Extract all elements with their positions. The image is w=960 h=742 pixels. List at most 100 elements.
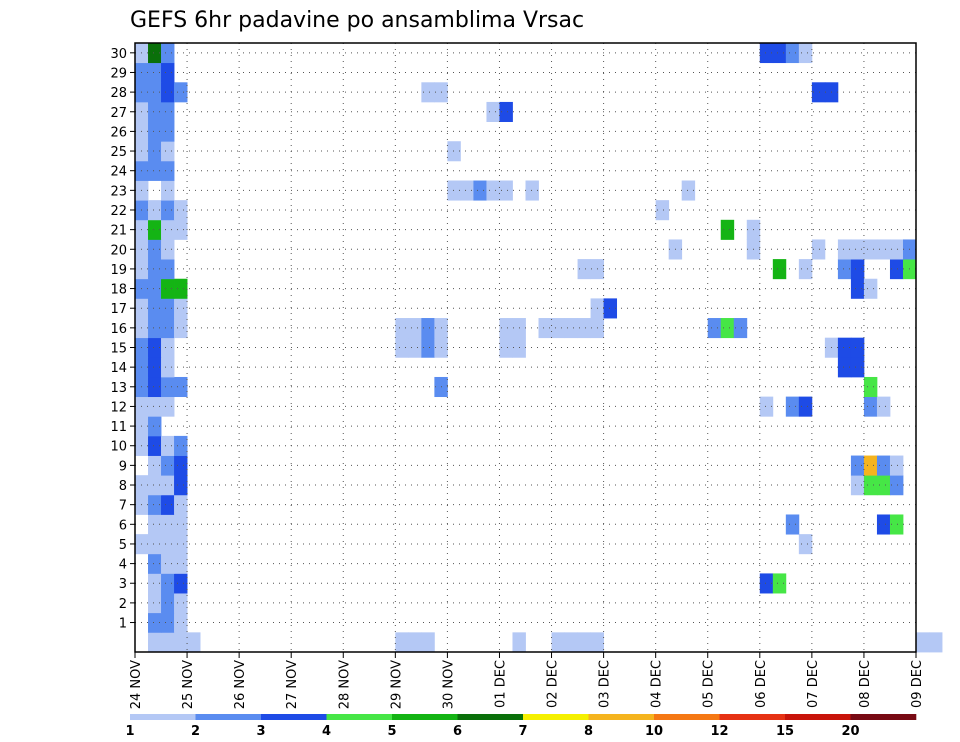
heatmap-cell: [447, 141, 461, 162]
heatmap-cell: [174, 475, 188, 496]
heatmap-cell: [863, 475, 878, 496]
heatmap-cell: [785, 514, 800, 535]
heatmap-cell: [759, 396, 774, 417]
heatmap-cell: [161, 337, 175, 358]
heatmap-cell: [148, 376, 162, 398]
y-tick-label: 27: [110, 106, 127, 121]
colorbar-segment: [130, 714, 196, 720]
colorbar-tick-label: 1: [125, 724, 134, 739]
heatmap-cell: [889, 239, 904, 260]
heatmap-cell: [850, 259, 865, 280]
heatmap-cell: [772, 43, 787, 64]
heatmap-cell: [499, 180, 513, 201]
heatmap-cell: [577, 318, 591, 339]
heatmap-cell: [161, 318, 175, 339]
heatmap-cell: [174, 632, 188, 653]
x-tick-label: 24 NOV: [129, 660, 144, 709]
y-tick-label: 9: [119, 459, 127, 474]
heatmap-cell: [421, 632, 435, 653]
heatmap-cell: [148, 121, 162, 142]
heatmap-cell: [889, 514, 904, 535]
heatmap-cell: [148, 219, 162, 240]
heatmap-cell: [577, 632, 591, 653]
heatmap-cell: [174, 612, 188, 633]
heatmap-cell: [148, 43, 162, 64]
colorbar-segment: [326, 714, 393, 720]
heatmap-cell: [408, 337, 422, 358]
heatmap-cell: [863, 396, 878, 417]
heatmap-cell: [161, 219, 175, 240]
heatmap-cell: [421, 82, 435, 103]
heatmap-cell: [720, 318, 735, 339]
heatmap-cell: [161, 298, 175, 319]
heatmap-cell: [798, 259, 813, 280]
heatmap-cell: [863, 278, 878, 299]
heatmap-cell: [395, 337, 409, 358]
colorbar-segment: [457, 714, 524, 720]
heatmap-cell: [161, 534, 175, 555]
heatmap-cell: [681, 180, 696, 201]
colorbar-tick-label: 6: [453, 724, 462, 739]
heatmap-cell: [174, 376, 188, 398]
y-tick-label: 22: [110, 204, 127, 219]
y-tick-label: 19: [110, 263, 127, 278]
heatmap-cell: [148, 593, 162, 614]
heatmap-cell: [161, 43, 175, 64]
heatmap-cell: [148, 101, 162, 122]
heatmap-cell: [655, 200, 670, 221]
heatmap-cell: [148, 62, 162, 83]
colorbar-tick-label: 4: [322, 724, 331, 739]
heatmap-cell: [577, 259, 591, 280]
heatmap-cell: [174, 553, 188, 574]
heatmap-cell: [174, 219, 188, 240]
heatmap-cell: [161, 553, 175, 574]
heatmap-cell: [161, 160, 175, 181]
heatmap-cell: [759, 573, 774, 594]
heatmap-cell: [499, 318, 513, 339]
heatmap-cells: [135, 43, 943, 653]
heatmap-cell: [876, 396, 891, 417]
heatmap-cell: [889, 259, 904, 280]
y-tick-label: 10: [110, 440, 127, 455]
colorbar-segment: [850, 714, 917, 720]
heatmap-cell: [148, 357, 162, 378]
colorbar-segment: [719, 714, 786, 720]
heatmap-cell: [174, 514, 188, 535]
colorbar-tick-label: 10: [645, 724, 663, 739]
heatmap-cell: [161, 612, 175, 633]
heatmap-cell: [174, 534, 188, 555]
heatmap-cell: [889, 475, 904, 496]
heatmap-cell: [148, 534, 162, 555]
heatmap-cell: [148, 160, 162, 181]
heatmap-cell: [174, 435, 188, 456]
colorbar-tick-label: 15: [776, 724, 794, 739]
heatmap-cell: [889, 455, 904, 476]
y-tick-label: 25: [110, 145, 127, 160]
heatmap-cell: [408, 632, 422, 653]
heatmap-cell: [837, 239, 852, 260]
heatmap-cell: [772, 259, 787, 280]
x-tick-label: 01 DEC: [494, 660, 509, 708]
heatmap-cell: [837, 259, 852, 280]
y-tick-label: 28: [110, 86, 127, 101]
y-tick-label: 14: [110, 361, 127, 376]
heatmap-cell: [161, 514, 175, 535]
heatmap-cell: [174, 278, 188, 299]
heatmap-cell: [863, 239, 878, 260]
heatmap-cell: [850, 455, 865, 476]
heatmap-cell: [772, 573, 787, 594]
y-tick-label: 7: [119, 499, 127, 514]
heatmap-cell: [916, 632, 930, 653]
heatmap-cell: [395, 632, 409, 653]
colorbar-segment: [195, 714, 262, 720]
y-tick-label: 6: [119, 518, 127, 533]
heatmap-cell: [837, 357, 852, 378]
heatmap-cell: [486, 180, 500, 201]
heatmap-cell: [850, 475, 865, 496]
heatmap-cell: [499, 101, 513, 122]
y-tick-label: 13: [110, 381, 127, 396]
y-axis: 1234567891011121314151617181920212223242…: [110, 47, 135, 632]
heatmap-cell: [811, 82, 826, 103]
heatmap-cell: [148, 435, 162, 456]
x-axis: 24 NOV 25 NOV 26 NOV 27 NOV 28 NOV 29 NOV 30 N…: [129, 652, 925, 709]
